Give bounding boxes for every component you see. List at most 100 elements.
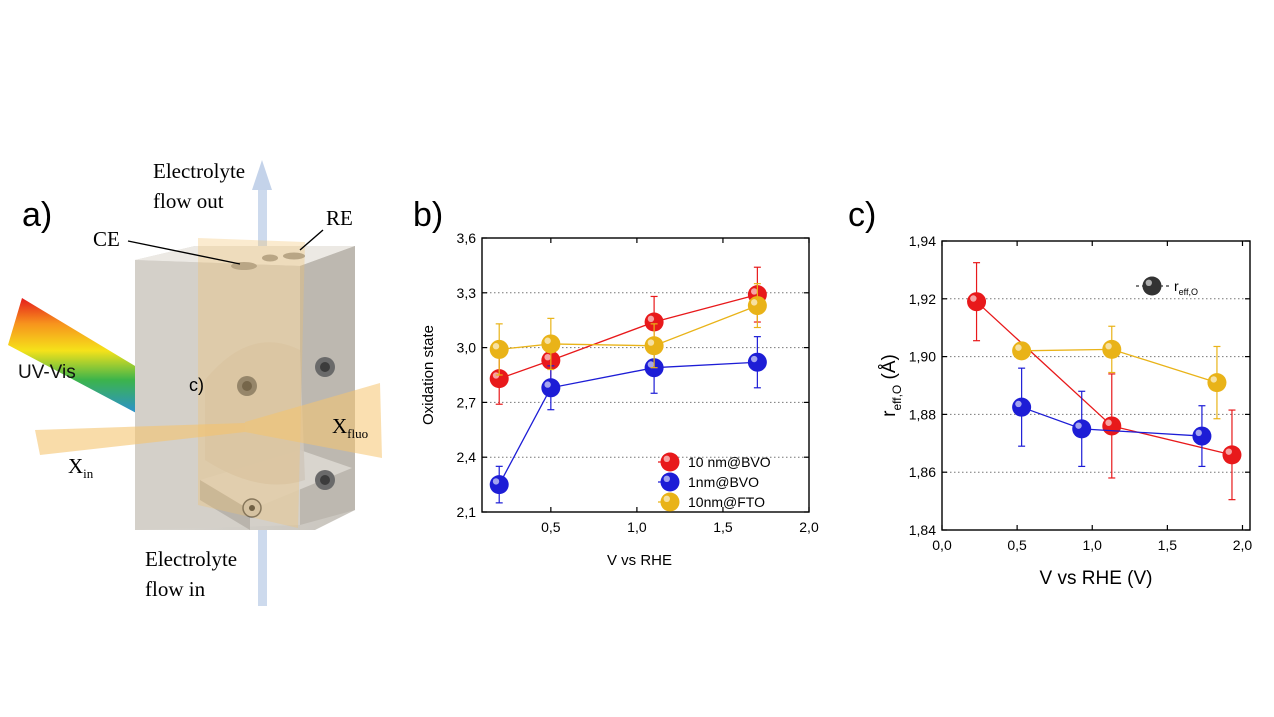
x-tick-label: 1,0 — [1083, 537, 1103, 553]
data-point-highlight — [750, 355, 758, 363]
data-point-highlight — [544, 337, 551, 344]
plot-frame — [481, 237, 810, 513]
legend-marker — [1142, 276, 1162, 296]
uv-vis-beam — [8, 298, 150, 415]
x-axis-label: V vs RHE — [607, 552, 672, 569]
legend-marker-body — [660, 492, 680, 512]
data-point — [489, 369, 509, 389]
legend-marker-body — [660, 472, 680, 492]
legend-marker — [660, 492, 680, 512]
data-point-highlight — [1195, 429, 1202, 437]
data-point-highlight — [1210, 376, 1217, 383]
legend-label-base: r — [1174, 278, 1179, 294]
x-tick-label: 1,5 — [1158, 537, 1178, 553]
legend-marker-highlight — [1145, 279, 1152, 286]
vertical-beam — [198, 238, 305, 528]
data-point — [1072, 419, 1092, 439]
electrolyte-out-line1: Electrolyte — [153, 159, 246, 183]
y-tick-label: 1,86 — [909, 464, 936, 480]
plot-frame — [941, 240, 1251, 531]
ce-pointer — [127, 240, 241, 265]
data-point — [747, 296, 767, 316]
y-tick-label: 1,88 — [909, 406, 936, 422]
legend-label: 1nm@BVO — [688, 474, 759, 490]
x-fluo-base: X — [332, 414, 348, 438]
data-point — [1192, 426, 1212, 446]
data-point-body — [967, 292, 987, 312]
x-in-base: X — [68, 454, 84, 478]
data-point-body — [541, 334, 561, 354]
data-point-highlight — [544, 353, 551, 361]
data-point-body — [747, 296, 767, 316]
data-point — [1207, 373, 1227, 393]
chart-oxidation-state: 2,1 2,4 2,7 3,0 3,3 3,6 0,5 1,0 1,5 2,0 V vs RHE Ox… — [420, 230, 819, 569]
chart-reff: 1,84 1,86 1,88 1,90 1,92 1,94 0,0 0,5 1,0 1,5 2,0 V… — [879, 233, 1253, 589]
detector-cone — [205, 342, 305, 485]
data-point-highlight — [647, 361, 655, 368]
x-fluo-label: Xfluo — [332, 414, 368, 442]
ce-label: CE — [93, 227, 120, 251]
data-point — [747, 352, 767, 372]
legend-marker-highlight — [663, 495, 670, 502]
legend-label: 10nm@FTO — [688, 494, 765, 510]
legend-marker — [660, 452, 680, 472]
x-in-label: Xin — [68, 454, 93, 482]
y-tick-label: 2,1 — [457, 504, 477, 520]
data-point-body — [541, 378, 561, 398]
data-point-highlight — [647, 339, 655, 346]
data-point-highlight — [750, 299, 758, 306]
x-tick-label: 2,0 — [799, 519, 819, 535]
data-point — [489, 475, 509, 495]
data-point-highlight — [492, 343, 500, 350]
data-point-body — [489, 339, 509, 359]
y-axis-label-unit: (Å) — [879, 354, 900, 385]
data-point — [1012, 397, 1032, 417]
x-fluo-sub: fluo — [347, 426, 369, 442]
y-tick-label: 3,6 — [457, 230, 477, 246]
x-tick-label: 2,0 — [1233, 537, 1253, 553]
data-point-highlight — [1105, 342, 1112, 350]
data-point — [489, 339, 509, 359]
c-marker-label: c) — [189, 375, 204, 395]
data-point-highlight — [1105, 419, 1112, 426]
re-pointer — [299, 229, 324, 251]
x-tick-label: 0,5 — [541, 519, 561, 535]
y-axis-label-base: r — [879, 410, 900, 417]
data-point-body — [1222, 445, 1242, 465]
data-point-highlight — [1015, 400, 1022, 408]
legend-label: 10 nm@BVO — [688, 454, 771, 470]
y-tick-label: 1,92 — [909, 291, 936, 307]
cell-illustration — [8, 160, 382, 606]
electrolyte-in-label: Electrolyte flow in — [145, 544, 237, 604]
data-point-highlight — [1075, 422, 1082, 429]
y-tick-label: 1,94 — [909, 233, 936, 249]
y-axis-label-sub: eff,O — [890, 385, 904, 411]
port-holes — [231, 252, 305, 270]
data-point — [1222, 445, 1242, 465]
y-tick-label: 2,4 — [457, 449, 477, 465]
data-point-body — [644, 336, 664, 356]
x-tick-label: 0,5 — [1007, 537, 1027, 553]
x-fluo-beam — [245, 383, 382, 458]
legend-marker — [660, 472, 680, 492]
data-point-body — [1102, 339, 1122, 359]
data-point-body — [747, 352, 767, 372]
data-point-highlight — [492, 478, 500, 485]
electrolyte-in-line2: flow in — [145, 577, 206, 601]
y-tick-label: 1,84 — [909, 522, 936, 538]
x-in-sub: in — [83, 466, 94, 482]
data-point — [967, 292, 987, 312]
x-tick-label: 1,0 — [627, 519, 647, 535]
y-tick-label: 3,3 — [457, 285, 477, 301]
data-point-body — [1012, 397, 1032, 417]
data-point-body — [1207, 373, 1227, 393]
legend-label: reff,O — [1174, 278, 1198, 297]
x-tick-label: 0,0 — [932, 537, 952, 553]
legend-label-sub: eff,O — [1179, 287, 1198, 297]
panel-label-c: c) — [848, 196, 877, 234]
data-point-body — [1192, 426, 1212, 446]
re-label: RE — [326, 206, 353, 230]
panel-label-a: a) — [22, 196, 53, 234]
y-tick-label: 2,7 — [457, 394, 477, 410]
series-line — [499, 304, 758, 351]
